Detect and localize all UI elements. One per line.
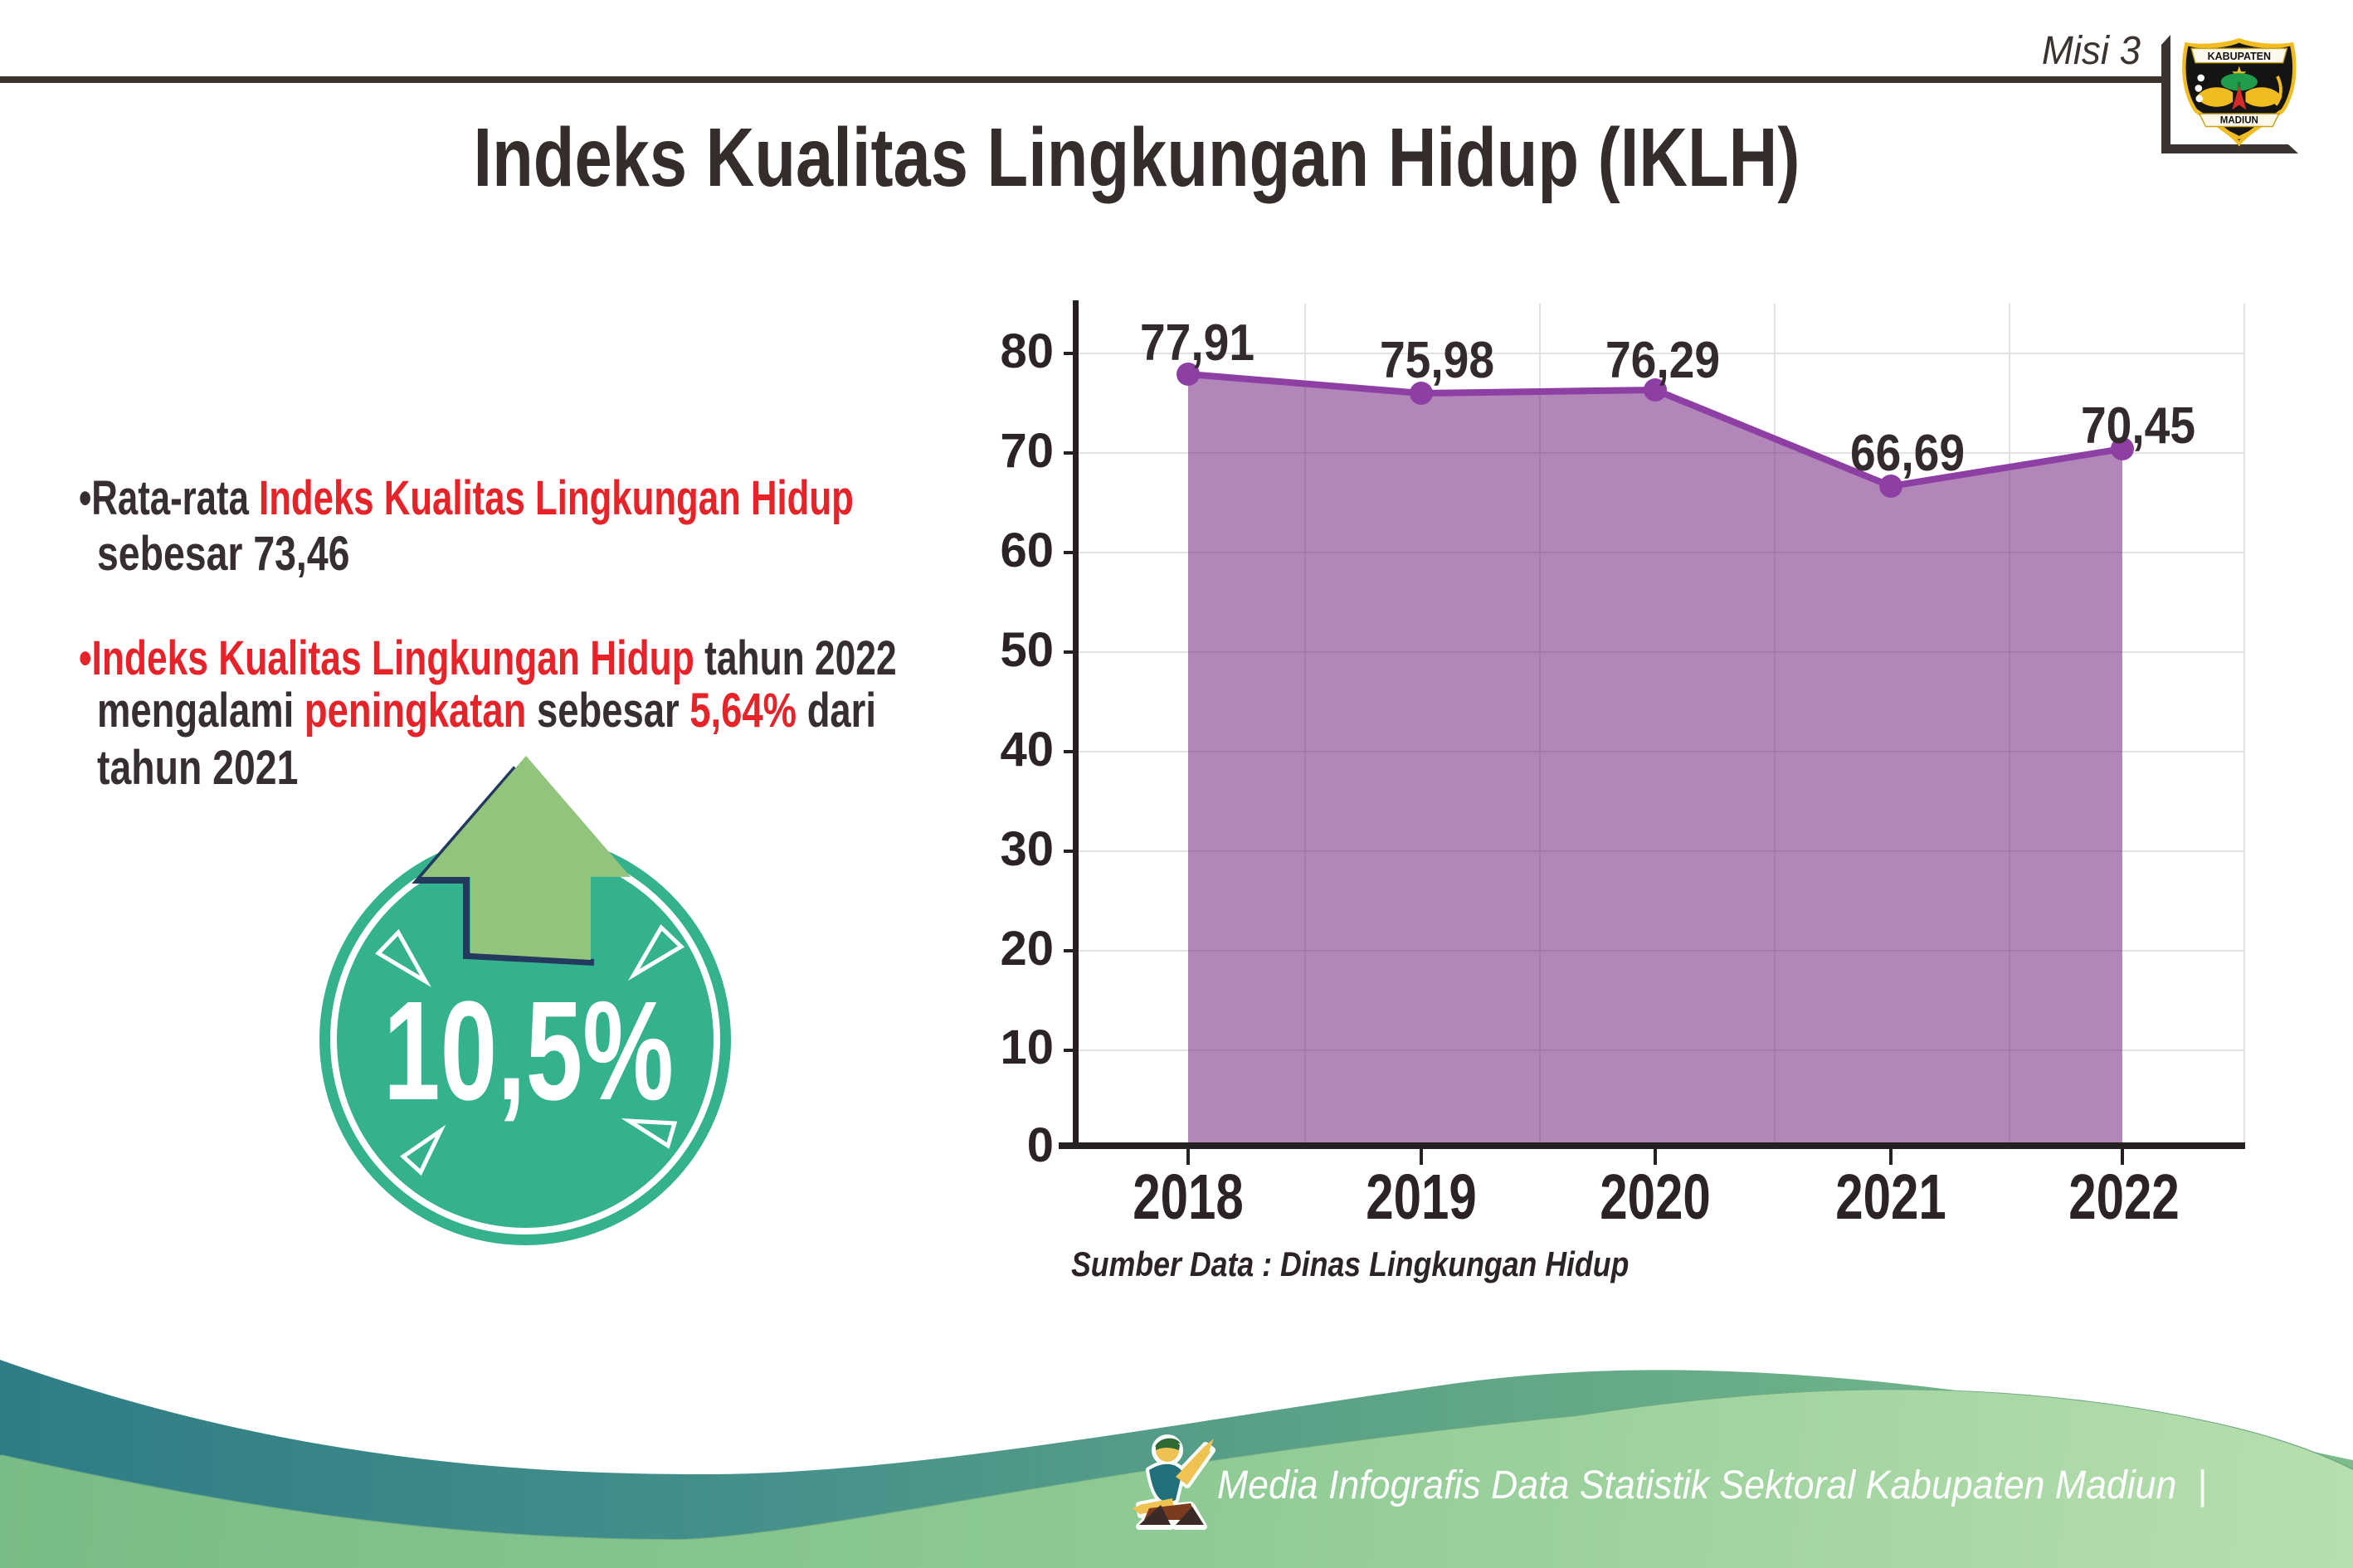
svg-text:KABUPATEN: KABUPATEN (2208, 51, 2271, 62)
svg-text:MADIUN: MADIUN (2220, 116, 2258, 126)
